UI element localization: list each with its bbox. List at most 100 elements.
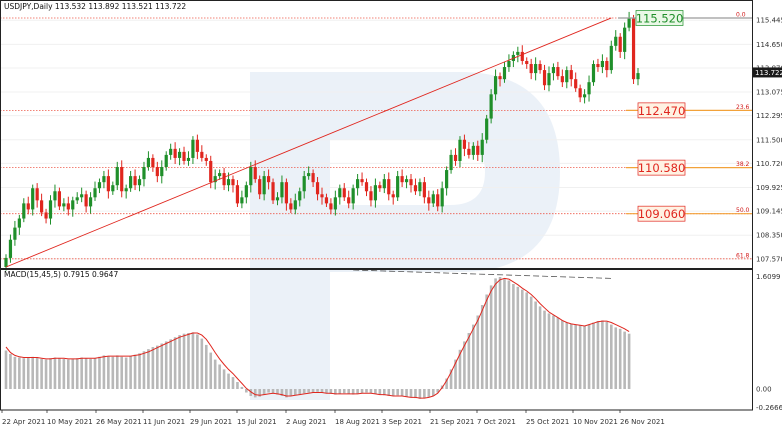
candle	[298, 187, 302, 207]
candle	[75, 192, 79, 204]
candle	[391, 190, 395, 205]
candle	[137, 175, 142, 192]
macd-histogram-bar	[280, 389, 284, 396]
candle	[195, 134, 199, 160]
candle	[458, 136, 462, 168]
macd-histogram-bar	[467, 333, 471, 389]
fib-ratio-label: 50.0	[736, 207, 750, 214]
candle	[271, 178, 275, 204]
fibonacci-price-labels: 115.520 112.470 110.580 109.060	[618, 10, 752, 222]
macd-histogram-bar	[338, 389, 342, 394]
macd-histogram-bar	[93, 358, 97, 389]
candle	[284, 178, 288, 211]
pane-frames	[0, 0, 753, 411]
candle-body	[35, 188, 39, 201]
candle-body	[191, 139, 195, 158]
candle-body	[387, 179, 391, 195]
candle	[471, 142, 475, 160]
macd-histogram-bar	[587, 324, 591, 389]
candle	[111, 181, 115, 195]
macd-histogram-bar	[423, 389, 426, 399]
candle-body	[155, 167, 159, 177]
candle-body	[253, 167, 257, 180]
macd-histogram-bar	[596, 321, 600, 389]
macd-histogram-bar	[601, 320, 604, 389]
macd-histogram-bar	[44, 359, 48, 389]
time-tick-label: 3 Sep 2021	[382, 418, 422, 426]
candle-body	[578, 88, 582, 98]
candle-body	[342, 188, 346, 198]
candle	[623, 22, 627, 60]
candle	[235, 180, 240, 208]
candle-body	[347, 197, 351, 204]
macd-histogram-bar	[129, 356, 132, 389]
candle-body	[80, 194, 84, 198]
candle	[364, 178, 369, 197]
candle	[84, 190, 88, 213]
fib-ratio-label: 38.2	[736, 161, 750, 168]
macd-histogram-bar	[334, 389, 337, 395]
candle	[266, 169, 271, 190]
candle-body	[485, 118, 489, 140]
time-tick-label: 25 Oct 2021	[526, 418, 569, 426]
candle-body	[26, 203, 30, 210]
candle-body	[57, 191, 62, 207]
candle-body	[618, 36, 622, 52]
candle	[62, 198, 66, 212]
candle-body	[124, 188, 128, 192]
candle	[160, 160, 164, 184]
macd-histogram-bar	[463, 341, 466, 389]
macd-histogram-bar	[253, 389, 257, 398]
fib-ratio-label: 61.8	[736, 252, 750, 259]
candle-body	[231, 179, 235, 186]
candle-body	[266, 176, 271, 183]
macd-histogram-bar	[485, 294, 488, 389]
candle	[173, 142, 177, 164]
macd-histogram-bar	[89, 358, 92, 389]
candle	[307, 166, 311, 180]
macd-axis: 1.6099 0.00 -0.2666	[756, 273, 782, 412]
macd-histogram-bar	[458, 349, 462, 389]
candle-body	[120, 167, 124, 192]
macd-histogram-bar	[102, 355, 106, 389]
macd-histogram-bar	[40, 358, 43, 389]
candle	[31, 184, 35, 216]
macd-histogram-bar	[329, 389, 333, 394]
candle	[427, 190, 431, 211]
candle	[315, 177, 320, 201]
macd-histogram-bar	[53, 357, 57, 389]
candle	[106, 169, 110, 199]
macd-histogram-bar	[84, 358, 88, 389]
candle	[191, 136, 195, 164]
candle-body	[400, 176, 404, 183]
macd-histogram-bar	[378, 389, 382, 395]
macd-histogram-bar	[507, 280, 511, 389]
candle	[35, 183, 39, 208]
macd-histogram-bar	[472, 324, 475, 389]
candle	[22, 198, 26, 223]
candle-body	[609, 45, 613, 71]
macd-histogram-bar	[614, 327, 618, 389]
time-tick-label: 7 Oct 2021	[477, 418, 516, 426]
macd-histogram-bar	[111, 356, 115, 389]
candle-body	[137, 179, 142, 186]
time-tick-label: 22 Apr 2021	[2, 418, 45, 426]
candle-body	[93, 188, 97, 198]
candle-body	[631, 18, 636, 80]
candle	[618, 33, 622, 58]
candle	[26, 196, 30, 215]
candle-body	[489, 94, 493, 119]
macd-histogram-bar	[552, 315, 555, 389]
candle	[516, 46, 520, 63]
macd-histogram-bar	[454, 359, 457, 389]
time-axis: 22 Apr 2021 10 May 2021 26 May 2021 11 Jun …	[1, 410, 665, 426]
candle	[502, 61, 507, 83]
fib-price-label: 109.060	[638, 207, 686, 221]
macd-histogram-bar	[258, 389, 261, 397]
macd-histogram-bar	[480, 305, 484, 389]
candle	[498, 72, 502, 87]
macd-histogram-bar	[124, 357, 128, 389]
macd-histogram-bar	[267, 389, 270, 393]
candle-body	[453, 154, 458, 161]
macd-histogram-bar	[289, 389, 293, 396]
